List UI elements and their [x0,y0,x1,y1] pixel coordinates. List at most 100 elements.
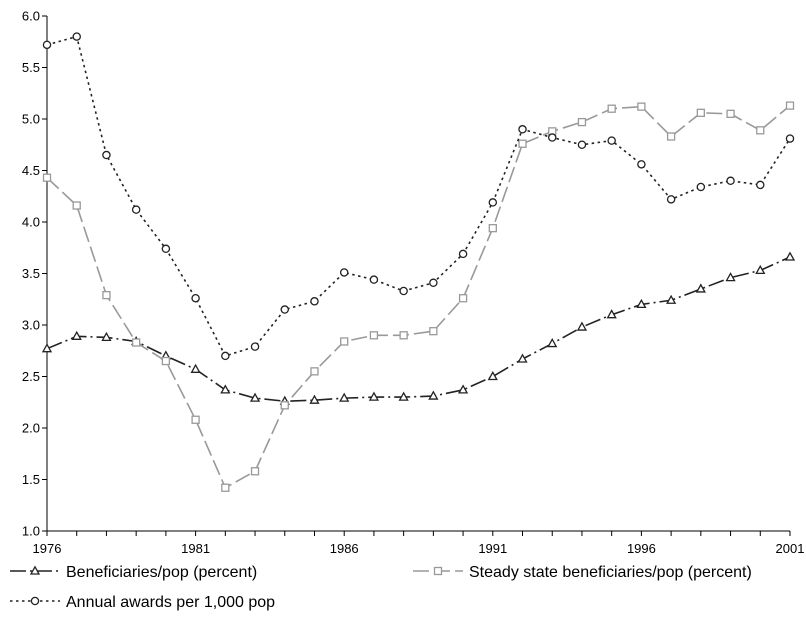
data-point [487,370,498,381]
data-point [696,182,706,192]
y-tick-label: 2.5 [22,369,40,384]
y-tick-label: 3.5 [22,266,40,281]
data-point [220,384,231,394]
x-tick-label: 1981 [181,541,210,556]
data-point [190,363,201,373]
data-point [250,467,260,476]
series-1 [41,251,796,405]
y-axis: 1.0 1.5 2.0 2.5 3.0 3.5 4.0 4.5 5.0 5.5 6.0 [22,9,48,539]
data-point [458,249,468,259]
data-point [161,244,171,254]
data-point [577,140,587,149]
y-tick-label: 3.0 [22,318,40,333]
data-point [576,321,588,331]
data-point [725,272,736,282]
data-point [547,133,557,142]
legend-item-3: Annual awards per 1,000 pop [10,594,275,611]
data-point [726,176,735,186]
data-point [339,392,350,402]
data-point [458,294,468,303]
data-point [249,392,261,402]
y-tick-label: 5.0 [22,112,40,127]
data-point [577,117,587,127]
x-tick-label: 1986 [330,541,359,556]
series-line [46,35,791,357]
data-point [429,327,438,336]
data-point [606,309,617,319]
data-point [102,290,111,300]
data-point [607,104,616,113]
data-point [101,331,112,342]
legend-label: Steady state beneficiaries/pop (percent) [469,564,752,581]
data-point [368,391,380,401]
data-point [191,293,200,303]
data-point [309,394,320,404]
data-point [71,330,82,340]
data-point [607,136,616,145]
data-point [636,298,647,309]
legend: Beneficiaries/pop (percent) Steady state … [10,564,752,611]
data-point [191,415,200,424]
y-tick-label: 1.0 [22,524,40,539]
data-point [637,102,646,111]
data-point [399,286,408,296]
legend-marker [29,565,41,575]
data-point [280,305,290,314]
data-point [161,356,171,366]
data-point [131,205,141,214]
y-tick-label: 1.5 [22,472,40,487]
x-axis: 1976 1981 1986 1991 1996 2001 [33,530,805,556]
data-point [666,132,676,141]
data-point [221,351,230,361]
series-layer [41,32,796,492]
data-point [696,108,705,117]
data-point [756,180,765,190]
x-tick-label: 1996 [627,541,656,556]
legend-marker [433,566,443,576]
data-point [42,40,52,50]
data-point [547,338,558,348]
data-point [429,278,438,288]
data-point [457,384,469,394]
data-point [755,264,766,275]
data-point [428,390,439,400]
data-point [518,139,527,148]
data-point [695,283,706,293]
data-point [102,150,111,160]
x-tick-label: 1991 [478,541,507,556]
data-point [637,160,646,169]
data-point [785,101,795,110]
x-tick-label: 2001 [776,541,805,556]
data-point [310,297,319,306]
data-point [666,294,677,304]
data-point [517,353,528,363]
series-line [46,104,791,489]
data-point [280,401,289,410]
data-point [785,134,795,143]
series-line [46,256,791,403]
data-point [310,367,319,376]
data-point [398,391,409,401]
legend-item-2: Steady state beneficiaries/pop (percent) [413,564,752,581]
data-point [250,342,260,351]
series-3 [42,32,795,361]
y-tick-label: 6.0 [22,9,40,24]
y-tick-label: 4.0 [22,215,40,230]
data-point [518,125,527,134]
data-point [726,109,735,118]
data-point [339,268,349,277]
data-point [42,173,52,182]
data-point [784,251,796,261]
data-point [666,195,676,204]
data-point [72,201,81,210]
y-tick-label: 2.0 [22,421,40,436]
legend-marker [30,596,40,606]
x-tick-label: 1976 [33,541,62,556]
legend-item-1: Beneficiaries/pop (percent) [10,564,257,581]
data-point [221,483,230,492]
data-point [369,331,379,340]
data-point [488,224,497,233]
legend-label: Beneficiaries/pop (percent) [66,564,257,581]
data-point [340,337,349,346]
